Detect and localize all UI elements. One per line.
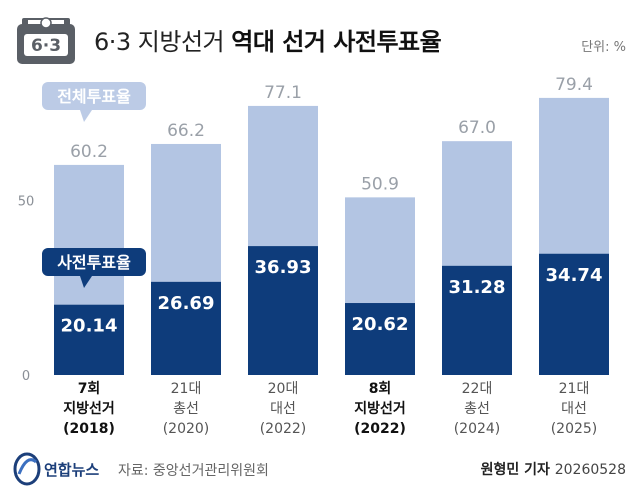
legend-early-pointer xyxy=(80,276,92,288)
publish-date: 20260528 xyxy=(554,462,626,478)
category-label: (2025) xyxy=(551,421,598,437)
ballot-icon-text: 6·3 xyxy=(31,36,61,56)
bar-early xyxy=(345,303,415,375)
ballot-box-icon: 6·3 xyxy=(17,17,75,64)
category-label: (2020) xyxy=(163,421,210,437)
data-label-early: 20.62 xyxy=(352,314,409,335)
data-label-total: 50.9 xyxy=(361,174,399,194)
category-label: 대선 xyxy=(270,401,296,417)
legend-early: 사전투표율 xyxy=(42,248,146,288)
page-title: 6·3 지방선거 역대 선거 사전투표율 xyxy=(94,22,442,57)
title-main: 6·3 지방선거 xyxy=(94,28,225,56)
title-bold: 역대 선거 사전투표율 xyxy=(231,28,442,56)
source-note: 자료: 중앙선거관리위원회 xyxy=(118,463,269,479)
data-label-early: 36.93 xyxy=(255,257,312,278)
bar-early xyxy=(54,304,124,375)
legend-total-pointer xyxy=(80,110,92,122)
data-label-early: 26.69 xyxy=(158,293,215,314)
category-label: 20대 xyxy=(268,381,299,397)
category-label: 21대 xyxy=(559,381,590,397)
bar-early xyxy=(151,281,221,375)
bar-early xyxy=(442,265,512,375)
credit: 원형민 기자 20260528 xyxy=(481,459,626,479)
category-label: 7회 xyxy=(78,381,101,397)
category-label: 22대 xyxy=(462,381,493,397)
unit-label: 단위: % xyxy=(581,40,626,55)
data-label-total: 79.4 xyxy=(555,75,593,95)
category-label: 총선 xyxy=(464,401,490,417)
category-label: 지방선거 xyxy=(354,400,406,417)
bar-early xyxy=(248,246,318,375)
data-label-total: 67.0 xyxy=(458,118,496,138)
category-label: (2022) xyxy=(354,421,406,437)
yonhap-logo-icon xyxy=(13,452,41,486)
legend-total-text: 전체투표율 xyxy=(57,87,131,106)
data-label-total: 77.1 xyxy=(264,83,302,103)
data-label-early: 34.74 xyxy=(546,265,603,286)
category-label: 지방선거 xyxy=(63,400,115,417)
data-label-total: 60.2 xyxy=(70,142,108,162)
category-label: (2024) xyxy=(454,421,501,437)
data-label-early: 20.14 xyxy=(61,316,118,337)
brand-name: 연합뉴스 xyxy=(44,461,100,479)
y-tick-label: 50 xyxy=(18,195,35,210)
legend-total-box xyxy=(42,82,146,110)
category-label: (2022) xyxy=(260,421,307,437)
legend-early-box xyxy=(42,248,146,276)
bar-early xyxy=(539,253,609,375)
legend-total: 전체투표율 xyxy=(42,82,146,122)
title-row: 6·3 6·3 지방선거 역대 선거 사전투표율 단위: % xyxy=(14,8,626,70)
category-label: 대선 xyxy=(561,401,587,417)
category-label: 21대 xyxy=(171,381,202,397)
footer: 연합뉴스 자료: 중앙선거관리위원회 원형민 기자 20260528 xyxy=(0,450,640,490)
category-label: (2018) xyxy=(63,421,115,437)
category-label: 8회 xyxy=(369,381,392,397)
legend-early-text: 사전투표율 xyxy=(57,253,131,272)
y-tick-label: 0 xyxy=(22,369,30,384)
author: 원형민 기자 xyxy=(480,462,550,478)
data-label-early: 31.28 xyxy=(449,277,506,298)
category-label: 총선 xyxy=(173,401,199,417)
data-label-total: 66.2 xyxy=(167,121,205,141)
